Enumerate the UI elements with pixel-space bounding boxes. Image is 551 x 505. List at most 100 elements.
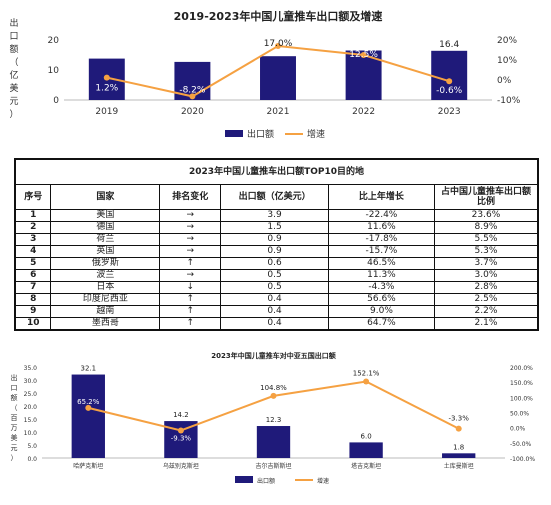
chart-title: 2023年中国儿童推车对中亚五国出口额 — [211, 351, 335, 360]
bar-value-label: 16.4 — [439, 40, 459, 50]
y-axis-label-char: 元 — [11, 444, 18, 452]
y-axis-label-char: 出 — [11, 373, 18, 382]
table-cell: ↑ — [159, 293, 222, 306]
x-tick-label: 吉尔吉斯斯坦 — [255, 462, 291, 470]
y-axis-label-char: 额 — [9, 43, 18, 55]
x-tick-label: 2023 — [438, 107, 461, 117]
table-cell: 波兰 — [50, 269, 161, 282]
growth-point — [177, 427, 184, 434]
growth-point — [189, 93, 196, 100]
table-cell: 美国 — [50, 209, 161, 222]
table-cell: 0.5 — [220, 281, 329, 294]
table-cell: -17.8% — [327, 233, 435, 246]
table-cell: 德国 — [50, 221, 161, 234]
table-cell: ↑ — [159, 257, 222, 270]
y2-tick-label: -100.0% — [510, 456, 535, 463]
table-cell: 23.6% — [433, 209, 539, 222]
bar-value-label: 6.0 — [361, 432, 372, 440]
top10-table: 2023年中国儿童推车出口额TOP10目的地 序号 国家 排名变化 出口额（亿美元）比… — [14, 158, 539, 331]
x-tick-label: 2021 — [267, 107, 290, 117]
growth-value-label: -3.3% — [449, 415, 470, 423]
growth-point — [446, 78, 453, 85]
y-tick-label: 0.0 — [27, 456, 37, 463]
top10-table-panel: 2023年中国儿童推车出口额TOP10目的地 序号 国家 排名变化 出口额（亿美元）比… — [0, 152, 551, 342]
table-header-row: 序号 国家 排名变化 出口额（亿美元） 比上年增长 占中国儿童推车出口额比例 — [14, 184, 539, 210]
table-cell: -4.3% — [327, 281, 435, 294]
table-cell: 10 — [14, 317, 52, 331]
bar-value-label: 32.1 — [81, 365, 97, 373]
y-axis-label-char: 口 — [11, 384, 18, 392]
table-header-cell: 排名变化 — [159, 184, 222, 210]
y2-tick-label: 0.0% — [510, 426, 526, 433]
table-cell: 3.0% — [433, 269, 539, 282]
table-cell: → — [159, 245, 222, 258]
y-tick-label: 5.0 — [27, 443, 37, 450]
growth-point — [103, 74, 110, 81]
table-cell: 9 — [14, 305, 52, 318]
legend-line-label: 增速 — [307, 128, 325, 140]
table-row: 8 印度尼西亚 ↑ 0.4 56.6% 2.5% — [14, 293, 539, 306]
bar — [349, 442, 383, 458]
table-row: 4 英国 → 0.9 -15.7% 5.3% — [14, 245, 539, 258]
table-cell: 0.9 — [220, 245, 329, 258]
y-axis-label-char: 美 — [11, 433, 18, 442]
table-cell: ↓ — [159, 281, 222, 294]
table-cell: 5 — [14, 257, 52, 270]
table-cell: 0.4 — [220, 293, 329, 306]
table-body: 1 美国 → 3.9 -22.4% 23.6% 2 德国 → 1.5 11.6% 8.9% 3 荷兰 → 0.… — [14, 209, 539, 331]
table-cell: 46.5% — [327, 257, 435, 270]
table-header-cell: 比上年增长 — [327, 184, 435, 210]
y-axis-label-char: （ — [11, 404, 18, 412]
table-cell: -22.4% — [327, 209, 435, 222]
y2-tick-label: 0% — [497, 76, 512, 86]
table-row: 10 墨西哥 ↑ 0.4 64.7% 2.1% — [14, 317, 539, 331]
y-tick-label: 20.0 — [24, 404, 38, 411]
table-header-cell: 占中国儿童推车出口额比例 — [433, 184, 539, 210]
growth-point — [85, 404, 92, 411]
x-tick-label: 塔吉克斯坦 — [351, 462, 381, 470]
y2-tick-label: -10% — [497, 96, 521, 106]
table-cell: 荷兰 — [50, 233, 161, 246]
y2-tick-label: 200.0% — [510, 365, 533, 372]
bar-value-label: 14.2 — [173, 411, 189, 419]
bar — [256, 426, 291, 458]
table-header-cell: 出口额（亿美元） — [220, 184, 329, 210]
table-cell: 英国 — [50, 245, 161, 258]
growth-point — [363, 378, 370, 385]
growth-point — [275, 43, 281, 49]
y2-tick-label: 100.0% — [510, 395, 533, 402]
table-cell: 2.5% — [433, 293, 539, 306]
growth-value-label: 1.2% — [95, 84, 118, 94]
y-axis-label-char: ） — [11, 454, 18, 462]
growth-value-label: 104.8% — [260, 384, 287, 392]
growth-point — [455, 425, 462, 432]
table-row: 5 俄罗斯 ↑ 0.6 46.5% 3.7% — [14, 257, 539, 270]
bar — [71, 374, 105, 458]
x-tick-label: 2019 — [95, 107, 118, 117]
legend-bar-label: 出口额 — [257, 477, 275, 485]
table-cell: 3.9 — [220, 209, 329, 222]
legend-line-label: 增速 — [317, 477, 329, 485]
legend-bar-swatch — [235, 476, 253, 483]
y2-tick-label: 150.0% — [510, 380, 533, 387]
y-axis-label-char: 元 — [9, 97, 18, 107]
chart1-svg: 2019-2023年中国儿童推车出口额及增速 0 10 20 -10% 0% 10% 20% 出… — [9, 9, 521, 140]
y-tick-label: 35.0 — [24, 365, 38, 372]
bar-value-label: 1.8 — [453, 443, 464, 451]
y-tick-label: 15.0 — [24, 417, 38, 424]
x-tick-label: 土库曼斯坦 — [444, 462, 474, 470]
central-asia-export-chart: 2023年中国儿童推车对中亚五国出口额 0.0 5.0 10.0 15.0 20.0 25.… — [0, 345, 551, 501]
table-cell: 3.7% — [433, 257, 539, 270]
table-title: 2023年中国儿童推车出口额TOP10目的地 — [14, 158, 539, 185]
table-cell: 0.4 — [220, 305, 329, 318]
export-chart-2019-2023: 2019-2023年中国儿童推车出口额及增速 0 10 20 -10% 0% 10% 20% 出… — [0, 0, 551, 150]
growth-point — [270, 392, 277, 399]
growth-point — [360, 52, 367, 58]
table-cell: 0.6 — [220, 257, 329, 270]
table-row: 6 波兰 → 0.5 11.3% 3.0% — [14, 269, 539, 282]
table-cell: 5.3% — [433, 245, 539, 258]
table-cell: 64.7% — [327, 317, 435, 331]
growth-value-label: -9.3% — [171, 434, 192, 442]
y-axis-label-char: 亿 — [9, 69, 18, 81]
x-tick-label: 2022 — [352, 107, 375, 117]
